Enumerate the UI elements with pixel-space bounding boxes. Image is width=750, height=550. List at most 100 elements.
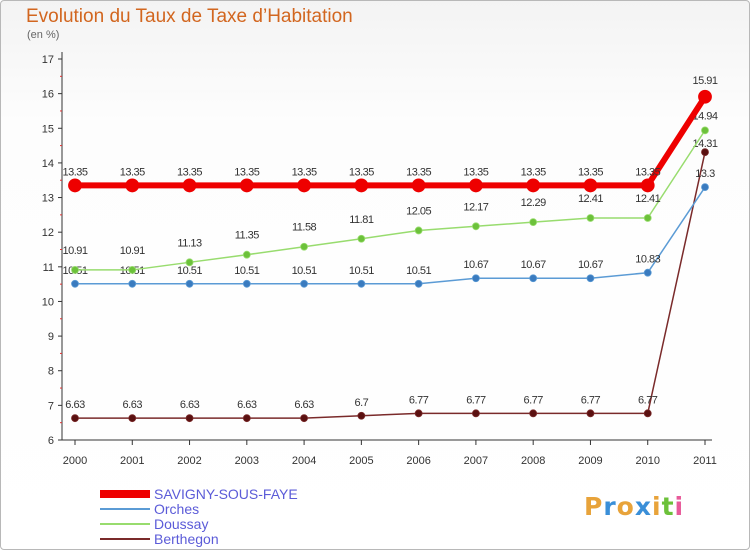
data-label-orches: 10.83 <box>635 254 660 266</box>
data-label-orches: 10.67 <box>521 259 546 271</box>
data-label-berthegon: 6.63 <box>294 399 314 411</box>
logo-letter: r <box>603 492 617 521</box>
data-point-orches <box>357 279 366 288</box>
data-label-doussay: 12.41 <box>635 193 660 205</box>
data-label-orches: 10.67 <box>578 259 603 271</box>
data-label-doussay: 10.91 <box>62 245 87 257</box>
x-tick-label: 2009 <box>578 455 602 467</box>
data-point-doussay <box>472 222 480 231</box>
data-label-berthegon: 6.77 <box>409 394 429 406</box>
data-point-orches <box>414 279 423 288</box>
x-tick-label: 2000 <box>63 455 87 467</box>
data-label-savigny-sous-faye: 13.35 <box>177 166 202 178</box>
data-point-berthegon <box>529 409 538 418</box>
data-point-doussay <box>701 126 709 135</box>
data-label-orches: 13.3 <box>695 168 715 180</box>
y-tick-label: 12 <box>42 227 54 239</box>
data-point-savigny-sous-faye <box>68 178 82 193</box>
x-tick-label: 2007 <box>464 455 488 467</box>
series-line-orches <box>75 186 706 285</box>
data-label-savigny-sous-faye: 13.35 <box>578 166 603 178</box>
data-point-savigny-sous-faye <box>469 178 483 193</box>
data-label-doussay: 11.35 <box>235 230 260 242</box>
legend-label-doussay: Doussay <box>154 515 209 532</box>
data-point-orches <box>71 279 79 288</box>
legend-item-savigny-sous-faye: SAVIGNY-SOUS-FAYE <box>100 485 298 502</box>
y-tick-label: 9 <box>48 331 54 343</box>
data-label-doussay: 11.81 <box>349 214 374 226</box>
data-label-orches: 10.51 <box>292 265 317 277</box>
data-label-doussay: 12.41 <box>578 193 603 205</box>
logo-letter: i <box>652 492 662 521</box>
data-point-berthegon <box>128 414 137 423</box>
data-point-savigny-sous-faye <box>125 178 140 193</box>
data-point-savigny-sous-faye <box>239 178 254 193</box>
data-point-savigny-sous-faye <box>354 178 369 193</box>
logo-letter: t <box>661 492 675 521</box>
data-point-doussay <box>242 250 251 259</box>
data-label-savigny-sous-faye: 13.35 <box>406 166 431 178</box>
legend-swatch-berthegon <box>100 537 150 540</box>
logo-letter: P <box>584 492 604 521</box>
data-point-savigny-sous-faye <box>583 178 598 193</box>
data-label-doussay: 14.94 <box>692 110 717 122</box>
data-point-savigny-sous-faye <box>182 178 197 193</box>
data-point-berthegon <box>242 414 251 423</box>
x-tick-label: 2001 <box>120 455 144 467</box>
data-label-doussay: 11.58 <box>292 222 317 234</box>
data-point-savigny-sous-faye <box>297 178 311 193</box>
y-tick-label: 10 <box>42 296 54 308</box>
data-point-orches <box>529 274 538 283</box>
data-label-savigny-sous-faye: 13.35 <box>292 166 317 178</box>
data-point-doussay <box>529 218 538 227</box>
data-label-orches: 10.51 <box>349 265 374 277</box>
legend-swatch-doussay <box>100 522 150 525</box>
data-point-orches <box>128 279 137 288</box>
logo-letter: o <box>616 492 635 521</box>
data-point-berthegon <box>357 411 366 420</box>
data-label-berthegon: 6.63 <box>123 399 143 411</box>
data-point-berthegon <box>586 409 595 418</box>
data-point-doussay <box>586 214 595 222</box>
series-line-doussay <box>75 129 706 271</box>
data-label-orches: 10.51 <box>177 265 202 277</box>
data-label-doussay: 12.17 <box>463 201 488 213</box>
data-point-orches <box>300 279 308 288</box>
data-label-berthegon: 6.7 <box>354 397 368 409</box>
data-point-orches <box>643 268 652 277</box>
y-tick-label: 17 <box>42 54 54 66</box>
x-tick-label: 2004 <box>292 455 316 467</box>
data-point-doussay <box>357 234 366 243</box>
data-label-orches: 10.67 <box>463 259 488 271</box>
legend-label-berthegon: Berthegon <box>154 530 219 547</box>
data-label-berthegon: 6.63 <box>180 399 200 411</box>
series-line-savigny-sous-faye <box>75 95 708 189</box>
legend-item-doussay: Doussay <box>100 515 298 532</box>
chart-title: Evolution du Taux de Taxe d’Habitation <box>26 6 353 27</box>
x-tick-label: 2006 <box>406 455 430 467</box>
x-tick-label: 2010 <box>635 455 659 467</box>
data-label-orches: 10.51 <box>234 265 259 277</box>
data-label-berthegon: 14.31 <box>692 138 717 150</box>
data-label-berthegon: 6.63 <box>237 399 257 411</box>
data-point-orches <box>185 279 194 288</box>
data-label-savigny-sous-faye: 15.91 <box>692 75 717 87</box>
data-point-berthegon <box>414 409 423 418</box>
data-point-berthegon <box>300 414 308 423</box>
y-tick-label: 13 <box>42 193 54 205</box>
data-label-savigny-sous-faye: 13.35 <box>120 166 145 178</box>
legend-swatch-savigny-sous-faye <box>100 489 150 498</box>
data-point-berthegon <box>643 409 652 418</box>
data-label-berthegon: 6.77 <box>466 394 486 406</box>
legend-label-orches: Orches <box>154 500 200 517</box>
data-point-doussay <box>414 226 423 235</box>
data-point-berthegon <box>701 148 709 157</box>
legend-label-savigny-sous-faye: SAVIGNY-SOUS-FAYE <box>154 485 298 502</box>
y-tick-label: 14 <box>42 158 54 170</box>
data-label-doussay: 12.29 <box>521 197 546 209</box>
x-tick-label: 2002 <box>177 455 201 467</box>
data-point-orches <box>586 274 595 283</box>
y-tick-label: 8 <box>48 366 54 378</box>
y-tick-label: 7 <box>48 400 54 412</box>
